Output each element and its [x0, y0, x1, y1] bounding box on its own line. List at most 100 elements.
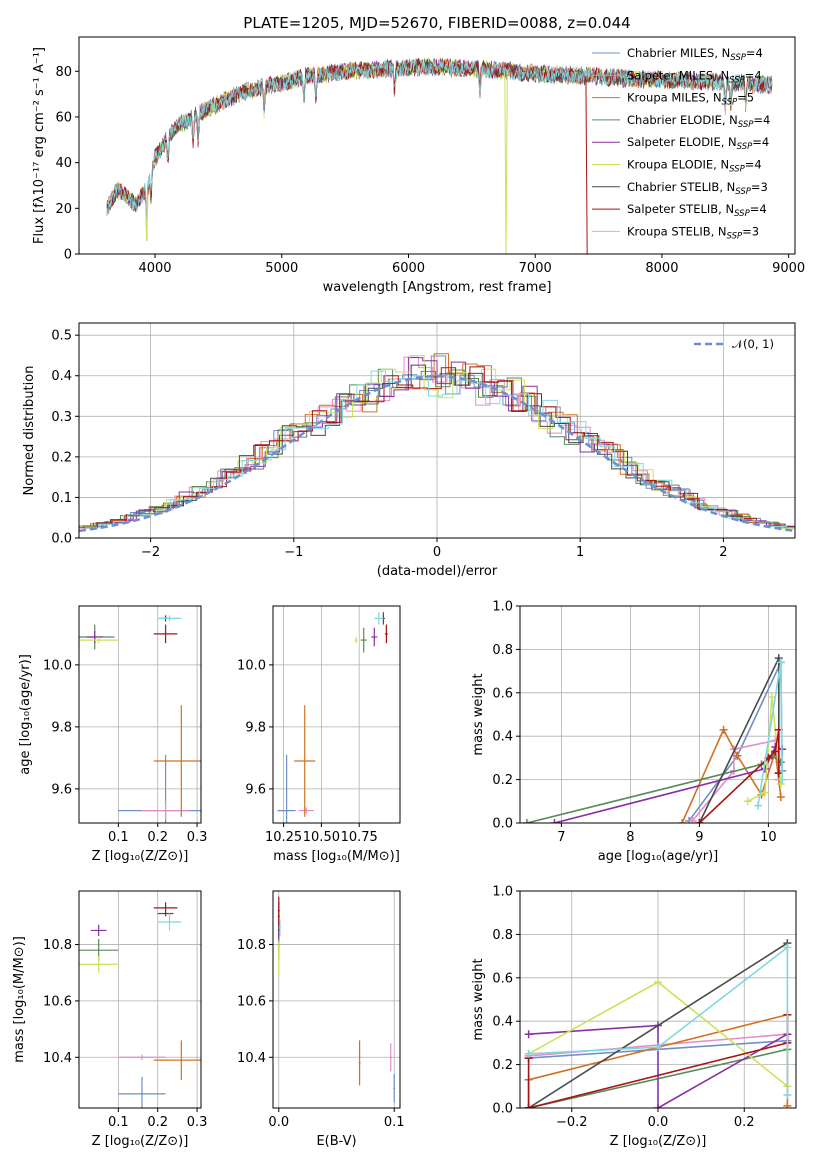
x-tick-label: 6000 — [392, 261, 425, 276]
weight-marker — [754, 801, 763, 810]
panel-weight-vs-age: 7 8 9 10 0.0 0.2 0.4 0.6 0.8 1.0 age [log₁₀(age/yr… — [471, 600, 797, 864]
x-axis-label: mass [log₁₀(M/M⊙)] — [273, 849, 400, 864]
legend-entry: Kroupa ELODIE, NSSP=4 — [627, 158, 762, 175]
y-axis-label: mass [log₁₀(M/M⊙)] — [12, 936, 27, 1063]
spectrum-mask-drop — [145, 194, 149, 241]
x-tick-label: 5000 — [265, 261, 298, 276]
y-tick-label: 0.8 — [492, 643, 513, 658]
panel-age-vs-mass: 10.25 10.50 10.75 9.6 9.8 10.0 mass [log₁₀(M/M… — [237, 605, 401, 864]
weight-line-7 — [528, 942, 788, 1108]
legend-suffix: =4 — [745, 158, 762, 172]
x-tick-label: 8000 — [645, 261, 678, 276]
legend-suffix: =3 — [742, 224, 759, 238]
x-tick-label: 7 — [557, 830, 565, 845]
panel-mass-vs-EBV: 0.0 0.1 10.4 10.6 10.8 E(B-V) — [237, 890, 405, 1149]
x-tick-label: −2 — [141, 545, 160, 560]
x-tick-label: 0 — [433, 545, 441, 560]
weight-marker — [783, 1101, 792, 1108]
x-tick-label: −1 — [284, 545, 303, 560]
x-axis-label: Z [log₁₀(Z/Z⊙)] — [610, 1134, 707, 1149]
legend-entry: Salpeter ELODIE, NSSP=4 — [627, 135, 769, 152]
x-tick-label: 9 — [695, 830, 703, 845]
legend-name: Chabrier ELODIE, N — [627, 113, 738, 127]
legend-suffix: =4 — [746, 46, 763, 60]
weight-line-5 — [554, 746, 783, 823]
y-tick-label: 0.1 — [51, 491, 72, 506]
weight-marker — [524, 1049, 533, 1058]
legend-entry: Chabrier STELIB, NSSP=3 — [627, 180, 768, 197]
y-axis-label: mass weight — [471, 673, 486, 755]
legend-entry: Kroupa MILES, NSSP=5 — [627, 91, 754, 108]
weight-marker — [774, 654, 783, 663]
axes-frame — [78, 36, 796, 255]
legend-sub: SSP — [729, 165, 745, 175]
panels-group: 4000 5000 6000 7000 8000 9000020406080wavelen… — [12, 36, 805, 1149]
panel-weight-vs-Z: −0.2 0.0 0.2 0.0 0.2 0.4 0.6 0.8 1.0 Z [log₁₀(Z/Z… — [471, 885, 797, 1149]
weight-line-9 — [528, 945, 789, 1095]
histogram-9 — [84, 370, 795, 529]
spectrum-line-9 — [106, 58, 773, 223]
y-tick-label: 20 — [55, 202, 72, 217]
x-tick-label: 10.75 — [341, 830, 378, 845]
legend-entry: Salpeter STELIB, NSSP=4 — [627, 202, 767, 219]
plot-area — [79, 902, 201, 1108]
y-tick-label: 10.6 — [237, 994, 266, 1009]
y-tick-label: 1.0 — [492, 885, 513, 900]
weight-marker — [695, 819, 704, 823]
panel-age-vs-Z: 0.1 0.2 0.3 9.6 9.8 10.0 Z [log₁₀(Z/Z⊙)] age [l… — [18, 605, 207, 864]
legend-name: Chabrier MILES, N — [627, 46, 730, 60]
weight-marker — [771, 747, 780, 756]
legend-suffix: =4 — [752, 135, 769, 149]
y-tick-label: 10.0 — [237, 658, 266, 673]
y-tick-label: 1.0 — [492, 600, 513, 615]
legend-entry: Chabrier MILES, NSSP=4 — [627, 46, 763, 63]
weight-marker — [783, 1090, 792, 1099]
x-tick-label: 9000 — [772, 261, 805, 276]
weight-marker — [778, 775, 787, 784]
x-tick-label: −0.2 — [556, 1115, 588, 1130]
x-tick-label: 2 — [719, 545, 727, 560]
x-tick-label: 8 — [626, 830, 634, 845]
weight-line-5 — [528, 1024, 788, 1108]
panel-spectrum: 4000 5000 6000 7000 8000 9000 0 20 40 60 80 wavelen… — [32, 36, 805, 295]
y-tick-label: 0.2 — [51, 450, 72, 465]
legend-suffix: =4 — [750, 202, 767, 216]
y-tick-label: 0.6 — [492, 686, 513, 701]
legend-entry: Kroupa STELIB, NSSP=3 — [627, 224, 759, 241]
y-tick-label: 10.6 — [43, 994, 72, 1009]
y-tick-label: 0.0 — [492, 817, 513, 832]
x-axis-label: age [log₁₀(age/yr)] — [598, 849, 719, 864]
legend-suffix: =4 — [753, 113, 770, 127]
weight-marker — [524, 1030, 533, 1039]
y-axis-label: mass weight — [471, 958, 486, 1040]
weight-marker — [654, 978, 662, 987]
plot-area — [277, 612, 388, 823]
figure-title: PLATE=1205, MJD=52670, FIBERID=0088, z=0… — [243, 14, 630, 32]
y-tick-label: 10.4 — [237, 1051, 266, 1066]
x-tick-label: 0.1 — [384, 1115, 405, 1130]
panel-residual-histogram: −2 −1 0 1 2 0.0 0.1 0.2 0.3 0.4 0.5 (data-model)/er… — [22, 322, 796, 579]
x-axis-label: E(B-V) — [316, 1134, 356, 1149]
legend-sub: SSP — [738, 120, 754, 130]
x-tick-label: 4000 — [138, 261, 171, 276]
weight-marker — [654, 1104, 662, 1108]
y-tick-label: 0.6 — [492, 971, 513, 986]
y-tick-label: 0.4 — [51, 369, 72, 384]
weight-marker — [733, 751, 742, 760]
legend-name: Salpeter MILES, N — [627, 68, 729, 82]
y-tick-label: 9.6 — [245, 782, 266, 797]
y-axis-label: Flux [fλ10⁻¹⁷ erg cm⁻² s⁻¹ A⁻¹] — [32, 47, 47, 244]
legend-sub: SSP — [737, 142, 753, 152]
x-axis-label: (data-model)/error — [377, 564, 498, 579]
y-tick-label: 0.8 — [492, 928, 513, 943]
histogram-4 — [79, 368, 794, 528]
y-tick-label: 0.2 — [492, 773, 513, 788]
weight-line-7 — [698, 657, 780, 823]
y-tick-label: 0.0 — [492, 1102, 513, 1117]
legend-suffix: =5 — [737, 91, 754, 105]
y-tick-label: 10.0 — [43, 658, 72, 673]
y-tick-label: 0 — [64, 248, 72, 263]
y-tick-label: 0.0 — [51, 532, 72, 547]
y-tick-label: 80 — [55, 65, 72, 80]
